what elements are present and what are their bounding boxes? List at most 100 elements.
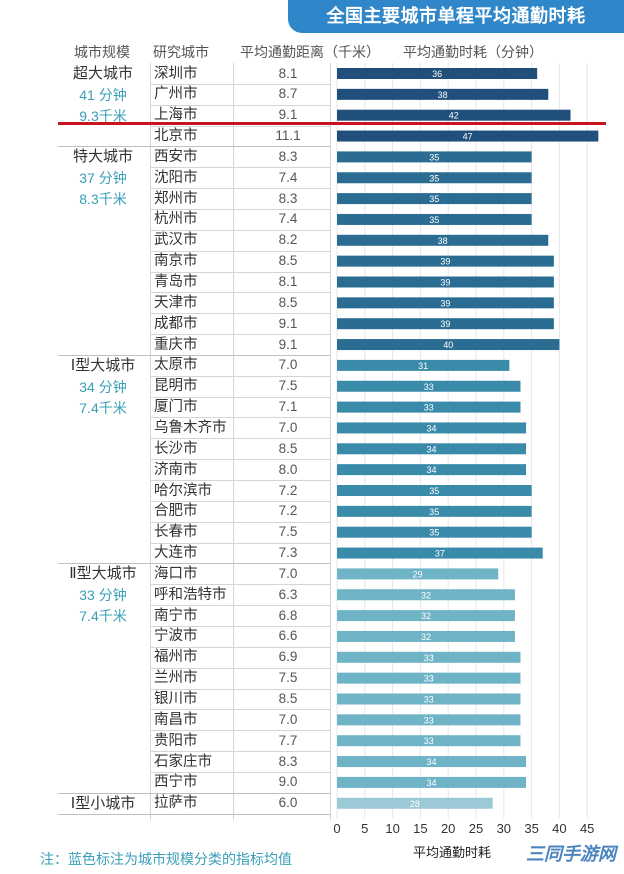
city-name: 深圳市 bbox=[154, 65, 198, 82]
row-divider bbox=[150, 521, 330, 523]
row-divider bbox=[150, 542, 330, 544]
bar bbox=[337, 193, 532, 205]
row-divider bbox=[150, 188, 330, 190]
row-divider bbox=[150, 125, 330, 127]
group-avg-distance: 8.3千米 bbox=[79, 191, 127, 208]
bar-data-label: 33 bbox=[424, 403, 434, 413]
bar bbox=[337, 422, 527, 434]
bar-data-label: 38 bbox=[438, 90, 448, 100]
bar-data-label: 35 bbox=[429, 173, 439, 183]
row-divider bbox=[150, 292, 330, 294]
bar-data-label: 42 bbox=[449, 111, 459, 121]
watermark-logo: 三同手游网 bbox=[526, 844, 616, 864]
bar bbox=[337, 485, 532, 496]
bar-data-label: 33 bbox=[424, 736, 434, 746]
city-name: 宁波市 bbox=[154, 628, 198, 645]
row-divider bbox=[150, 271, 330, 273]
city-name: 北京市 bbox=[154, 128, 198, 145]
distance-value: 8.1 bbox=[278, 65, 298, 81]
distance-value: 7.0 bbox=[278, 419, 298, 435]
row-divider bbox=[150, 313, 330, 315]
bar bbox=[337, 526, 532, 538]
bar bbox=[337, 68, 538, 79]
bar bbox=[337, 443, 527, 455]
distance-value: 8.7 bbox=[278, 86, 298, 102]
city-name: 西安市 bbox=[154, 148, 198, 165]
distance-value: 8.3 bbox=[278, 190, 298, 206]
bar-data-label: 34 bbox=[427, 778, 437, 788]
distance-value: 9.0 bbox=[278, 774, 298, 790]
distance-value: 7.5 bbox=[278, 670, 298, 686]
bar bbox=[337, 318, 554, 330]
group-divider bbox=[58, 354, 330, 356]
bar-data-label: 32 bbox=[421, 632, 431, 642]
bar bbox=[337, 401, 521, 413]
bar-data-label: 37 bbox=[435, 549, 445, 559]
row-divider bbox=[150, 438, 330, 440]
city-name: 长沙市 bbox=[154, 440, 198, 457]
city-name: 乌鲁木齐市 bbox=[154, 419, 227, 436]
distance-value: 8.0 bbox=[278, 461, 298, 477]
bar-data-label: 34 bbox=[427, 423, 437, 433]
city-name: 上海市 bbox=[154, 107, 198, 124]
distance-value: 9.1 bbox=[278, 336, 298, 352]
bar bbox=[337, 630, 515, 642]
distance-value: 7.0 bbox=[278, 357, 298, 373]
bar bbox=[337, 714, 521, 726]
row-divider bbox=[150, 208, 330, 210]
x-tick-label: 20 bbox=[441, 821, 455, 836]
group-name: 特大城市 bbox=[72, 148, 133, 166]
group-divider bbox=[58, 792, 330, 794]
city-name: 南京市 bbox=[154, 253, 198, 270]
city-name: 兰州市 bbox=[154, 670, 198, 687]
city-name: 昆明市 bbox=[154, 378, 198, 395]
bar bbox=[337, 88, 549, 100]
row-divider bbox=[150, 584, 330, 586]
distance-value: 8.5 bbox=[278, 440, 298, 456]
bar-data-label: 35 bbox=[429, 507, 439, 517]
row-divider bbox=[150, 771, 330, 773]
bar-data-label: 47 bbox=[463, 132, 473, 142]
distance-value: 8.5 bbox=[278, 253, 298, 269]
bar-data-label: 34 bbox=[427, 444, 437, 454]
city-name: 福州市 bbox=[154, 649, 198, 666]
city-name: 西宁市 bbox=[154, 774, 198, 791]
bar-data-label: 28 bbox=[410, 799, 420, 809]
header-scale: 城市规模 bbox=[74, 44, 130, 60]
bar-data-label: 38 bbox=[438, 236, 448, 246]
group-avg-distance: 9.3千米 bbox=[79, 108, 127, 124]
bar bbox=[337, 797, 493, 809]
city-name: 武汉市 bbox=[154, 232, 198, 249]
bar bbox=[337, 130, 599, 142]
bar-data-label: 32 bbox=[421, 611, 431, 621]
row-divider bbox=[150, 375, 330, 377]
bar bbox=[337, 359, 510, 371]
city-name: 青岛市 bbox=[154, 274, 198, 290]
bar bbox=[337, 610, 515, 622]
row-divider bbox=[150, 83, 330, 85]
bar bbox=[337, 109, 571, 121]
bar-data-label: 33 bbox=[424, 695, 434, 705]
city-name: 海口市 bbox=[154, 565, 198, 582]
city-name: 呼和浩特市 bbox=[154, 586, 227, 603]
bar bbox=[337, 380, 521, 392]
city-name: 太原市 bbox=[154, 357, 198, 374]
city-name: 石家庄市 bbox=[154, 753, 212, 770]
group-avg-time: 33 分钟 bbox=[79, 587, 127, 604]
header-time: 平均通勤时耗（分钟） bbox=[403, 44, 543, 60]
city-name: 厦门市 bbox=[154, 399, 198, 416]
city-name: 拉萨市 bbox=[154, 795, 198, 812]
x-tick-label: 0 bbox=[333, 821, 340, 836]
distance-value: 6.6 bbox=[278, 628, 298, 644]
bar-data-label: 35 bbox=[429, 528, 439, 538]
city-name: 哈尔滨市 bbox=[154, 482, 212, 499]
bar-data-label: 36 bbox=[432, 69, 442, 79]
bar bbox=[337, 234, 549, 246]
distance-value: 7.3 bbox=[278, 545, 298, 561]
city-name: 郑州市 bbox=[154, 190, 198, 207]
city-name: 济南市 bbox=[154, 461, 198, 478]
row-divider bbox=[150, 751, 330, 753]
x-tick-label: 25 bbox=[469, 821, 483, 836]
row-divider bbox=[150, 605, 330, 607]
